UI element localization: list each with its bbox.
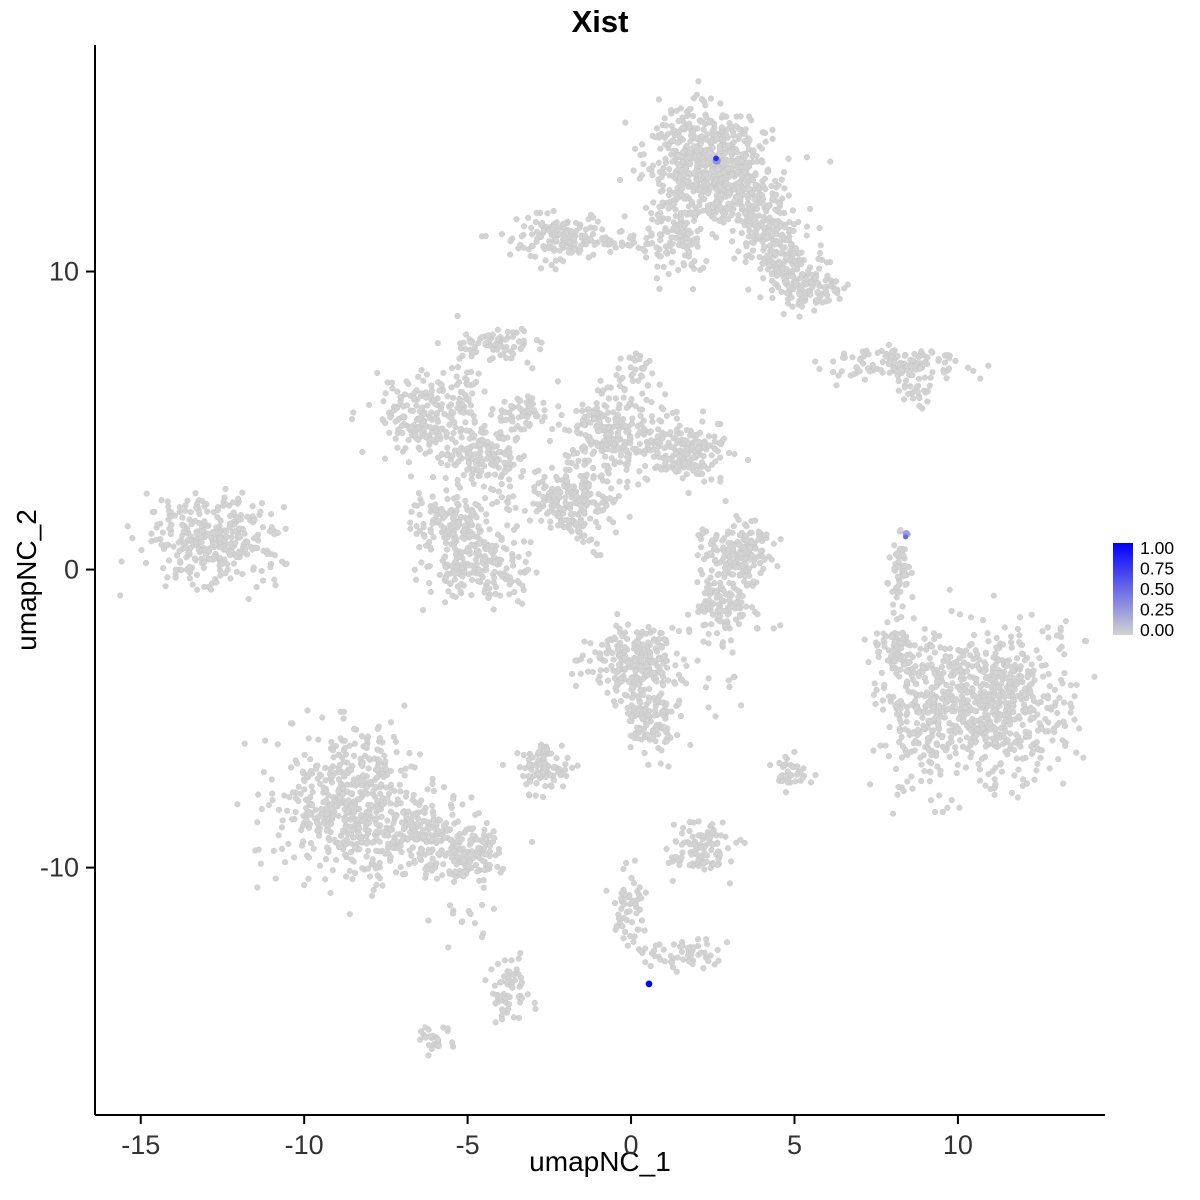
y-tick-label: 10 [49,257,79,287]
y-tick-label: 0 [64,555,79,585]
legend-tick-label: 0.25 [1140,600,1174,620]
legend-tick-label: 1.00 [1140,538,1174,558]
expression-point [903,534,909,540]
y-tick-label: -10 [40,853,79,883]
legend-tick-label: 0.75 [1140,559,1174,579]
x-tick-label: 10 [943,1130,973,1160]
x-tick-label: 0 [624,1130,639,1160]
scatter-points [117,78,1098,1059]
x-tick-label: -5 [456,1130,480,1160]
x-tick-label: 5 [787,1130,802,1160]
legend-gradient [1113,543,1133,635]
expression-point [713,155,719,162]
x-tick-label: -10 [285,1130,324,1160]
x-axis-title: umapNC_1 [529,1146,671,1177]
x-tick-label: -15 [121,1130,160,1160]
expression-points [645,155,911,988]
plot-title: Xist [571,4,629,39]
legend-tick-label: 0.00 [1140,620,1174,640]
legend-tick-label: 0.50 [1140,579,1174,599]
expression-point [645,980,653,988]
